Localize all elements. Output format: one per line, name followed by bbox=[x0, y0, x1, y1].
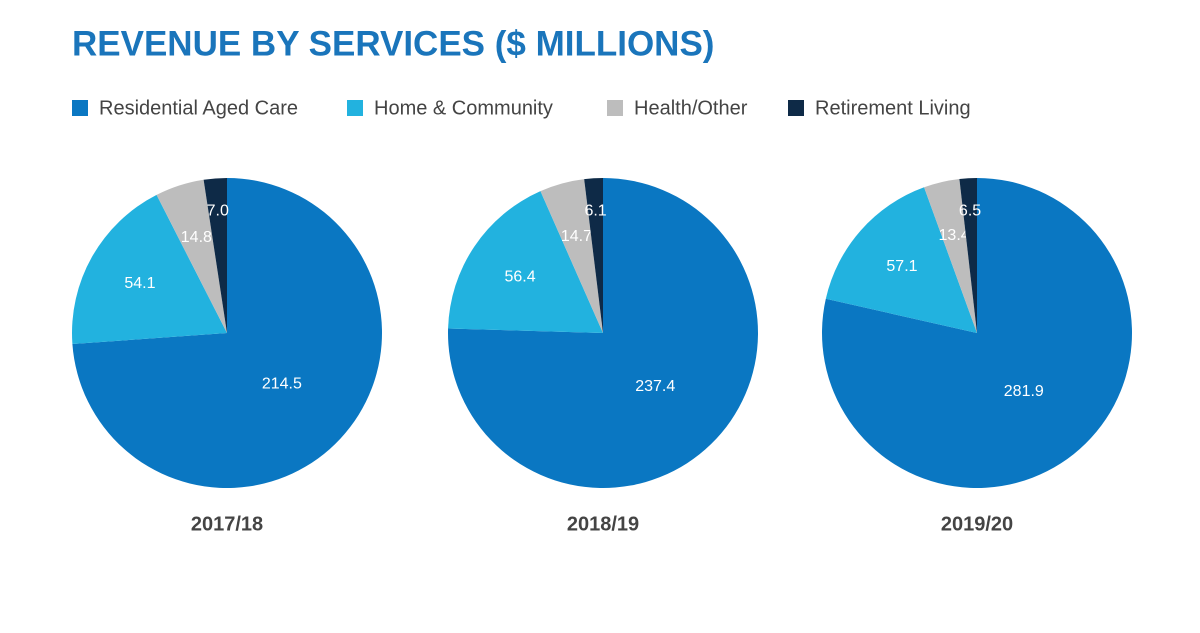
legend-swatch bbox=[347, 100, 363, 116]
title: REVENUE BY SERVICES ($ MILLIONS) bbox=[72, 24, 714, 63]
pie-slice bbox=[156, 179, 227, 333]
legend-label: Health/Other bbox=[634, 97, 748, 119]
chart-label: 2019/20 bbox=[941, 513, 1013, 535]
data-label: 14.8 bbox=[181, 229, 212, 246]
data-label: 6.1 bbox=[584, 202, 606, 219]
data-label: 281.9 bbox=[1004, 383, 1044, 400]
legend-swatch bbox=[607, 100, 623, 116]
data-label: 13.4 bbox=[939, 227, 970, 244]
data-label: 214.5 bbox=[262, 375, 302, 392]
pie-slice bbox=[959, 178, 977, 333]
data-label: 6.5 bbox=[959, 202, 981, 219]
pie-slice bbox=[72, 194, 227, 345]
data-label: 7.0 bbox=[207, 203, 229, 220]
legend-label: Residential Aged Care bbox=[99, 97, 298, 119]
legend-label: Home & Community bbox=[374, 97, 553, 119]
data-label: 56.4 bbox=[504, 268, 535, 285]
legend-swatch bbox=[788, 100, 804, 116]
data-label: 57.1 bbox=[886, 258, 917, 275]
chart-label: 2018/19 bbox=[567, 513, 639, 535]
pie-slice bbox=[540, 179, 603, 333]
legend-label: Retirement Living bbox=[815, 97, 971, 119]
pie-slice bbox=[203, 178, 227, 333]
chart-label: 2017/18 bbox=[191, 513, 263, 535]
pie-slice bbox=[584, 178, 603, 333]
pie-slice bbox=[924, 179, 977, 333]
data-label: 14.7 bbox=[561, 228, 592, 245]
data-label: 237.4 bbox=[635, 378, 675, 395]
pie-slice bbox=[825, 187, 977, 333]
pie-slice bbox=[448, 191, 603, 333]
pie-slice bbox=[72, 178, 382, 488]
legend-swatch bbox=[72, 100, 88, 116]
data-label: 54.1 bbox=[124, 275, 155, 292]
